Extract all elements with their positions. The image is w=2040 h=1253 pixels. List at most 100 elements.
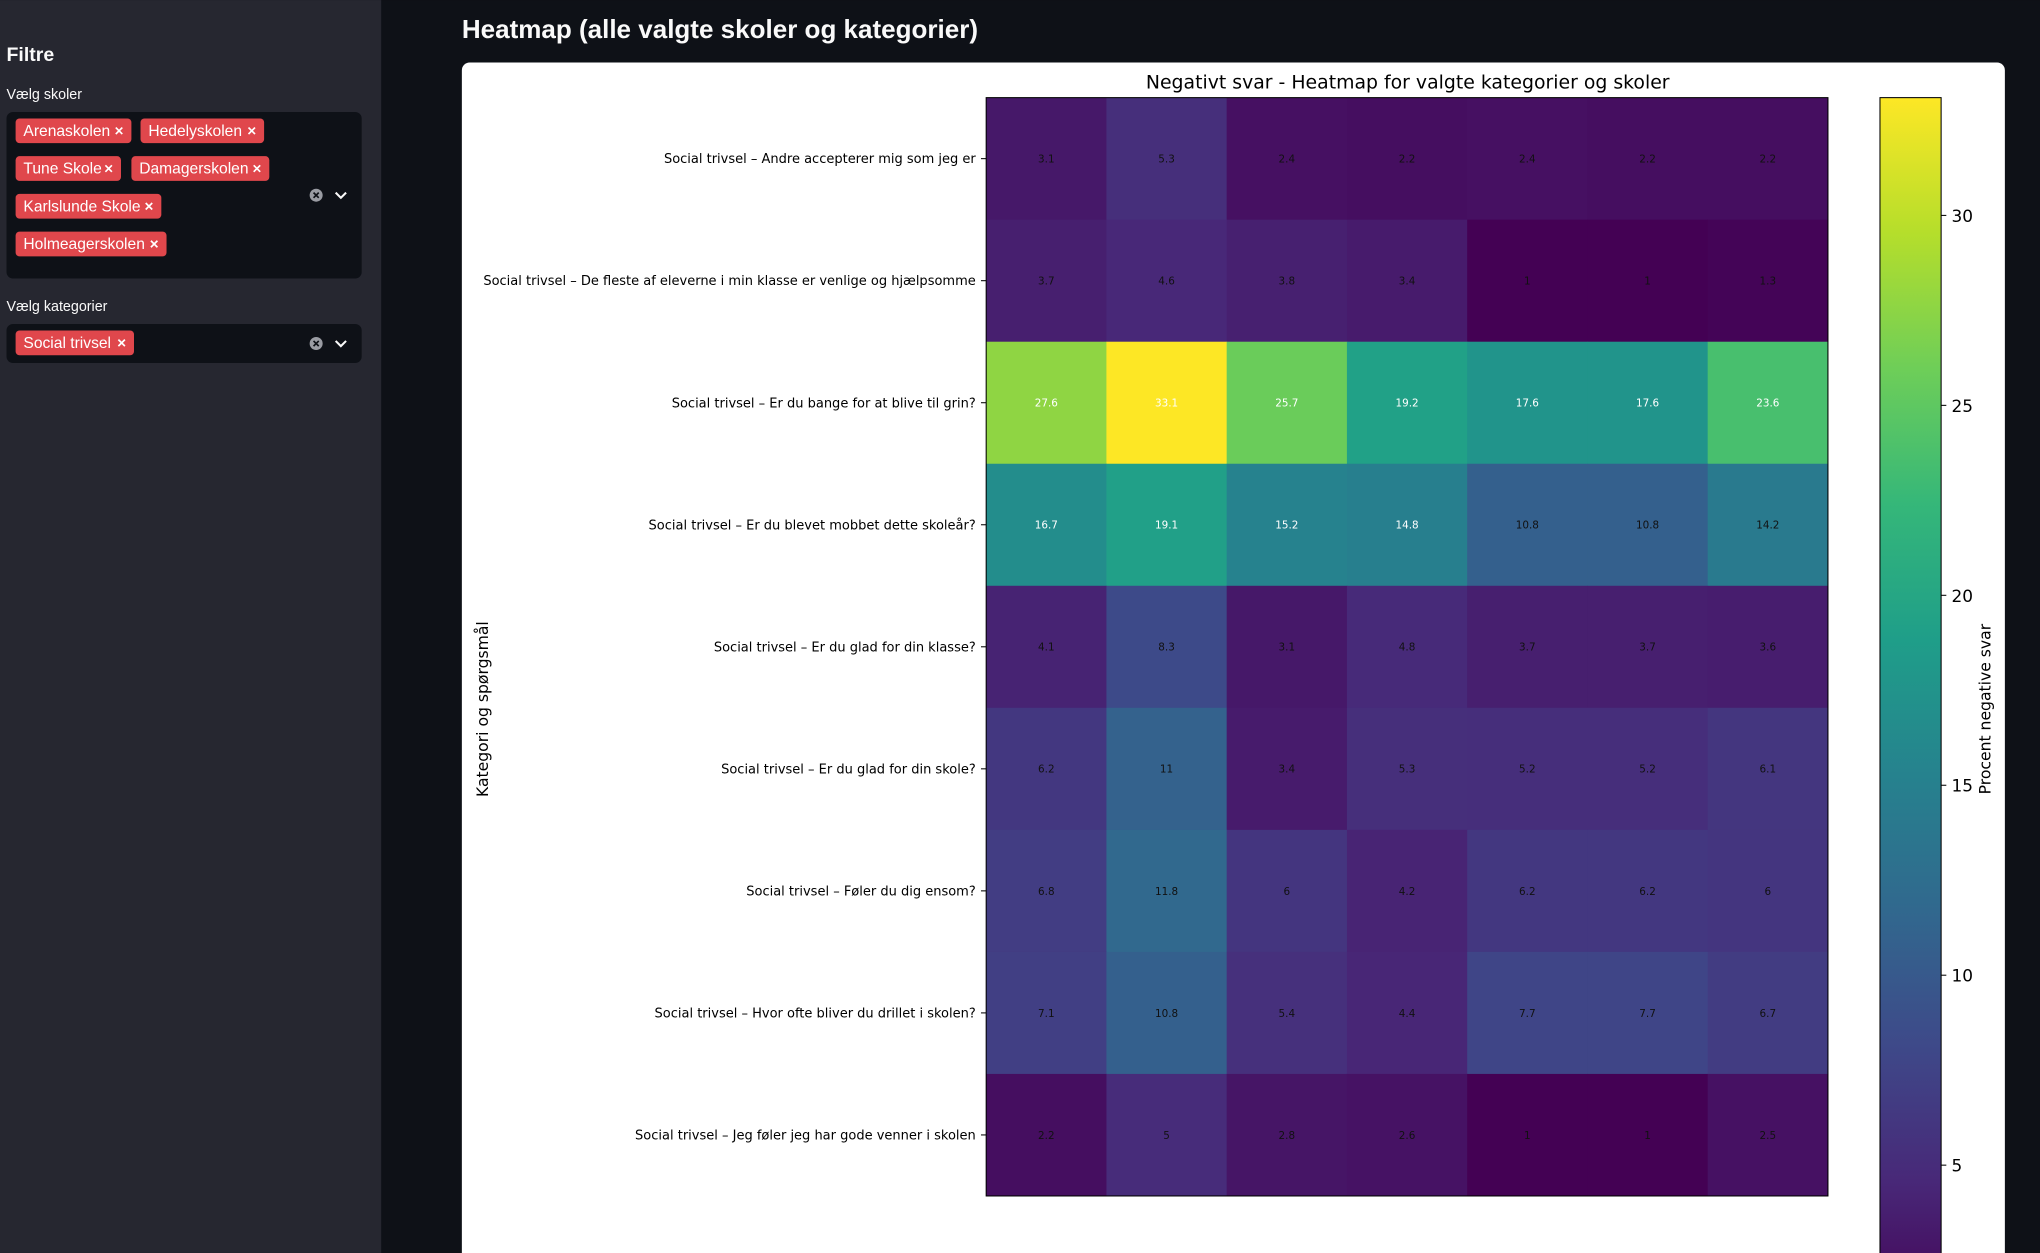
- cell-value: 2.8: [1279, 1130, 1296, 1142]
- colorbar-tick-label: 15: [1952, 776, 1974, 796]
- heatmap-frame: [985, 97, 1829, 1197]
- heatmap-cell: [1106, 463, 1228, 587]
- tag-remove[interactable]: [145, 202, 153, 211]
- chart-title: Negativt svar - Heatmap for valgte kateg…: [1146, 72, 1670, 94]
- cell-value: 14.2: [1756, 520, 1779, 532]
- heatmap-cell: [1587, 951, 1709, 1075]
- cell-value: 2.2: [1399, 154, 1416, 166]
- heatmap-cell: [986, 951, 1107, 1075]
- cell-value: 1: [1644, 1130, 1651, 1142]
- heatmap-cell: [1707, 97, 1829, 221]
- heatmap-cell: [1106, 585, 1228, 709]
- colorbar: [1879, 97, 1942, 1253]
- heatmap-cell: [1587, 707, 1709, 831]
- heatmap-cell: [1346, 341, 1468, 465]
- heatmap-cell: [1106, 219, 1228, 343]
- tag[interactable]: [15, 118, 132, 144]
- heatmap-cell: [1346, 1073, 1468, 1197]
- cell-value: 4.2: [1399, 886, 1416, 898]
- cell-value: 4.4: [1399, 1008, 1416, 1020]
- heatmap-cell: [1707, 341, 1829, 465]
- heatmap-cell: [986, 707, 1107, 831]
- heatmap-cell: [1467, 707, 1588, 831]
- cell-value: 6.2: [1639, 886, 1656, 898]
- tag[interactable]: [15, 156, 121, 181]
- heatmap-cell: [1587, 829, 1709, 953]
- heatmap-cell: [1707, 219, 1829, 343]
- heatmap-cell: [1346, 585, 1468, 709]
- y-tick-label: Social trivsel – Er du bange for at bliv…: [672, 396, 976, 411]
- cell-value: 1: [1524, 276, 1531, 288]
- heatmap-cell: [1467, 951, 1588, 1075]
- cell-value: 6: [1283, 886, 1290, 898]
- heatmap-cell: [1467, 463, 1588, 587]
- cell-value: 4.6: [1158, 276, 1175, 288]
- cell-value: 7.7: [1639, 1008, 1656, 1020]
- heatmap-cell: [1707, 463, 1829, 587]
- tag[interactable]: [140, 118, 265, 144]
- categories-label: Vælg kategorier: [7, 299, 108, 315]
- heatmap-cell: [1707, 585, 1829, 709]
- y-tick-label: Social trivsel – Er du glad for din klas…: [714, 640, 976, 655]
- cell-value: 4.8: [1399, 642, 1416, 654]
- tag-label: Holmeagerskolen: [23, 236, 144, 253]
- cell-value: 19.1: [1155, 520, 1178, 532]
- heatmap-cell: [1467, 219, 1588, 343]
- tag-remove[interactable]: [150, 240, 159, 248]
- tag-remove[interactable]: [104, 164, 113, 173]
- heatmap-cell: [1587, 585, 1709, 709]
- cell-value: 7.1: [1038, 1008, 1055, 1020]
- cell-value: 25.7: [1275, 398, 1298, 410]
- cell-value: 6.8: [1038, 886, 1055, 898]
- tag[interactable]: [15, 330, 135, 356]
- cell-value: 8.3: [1158, 642, 1175, 654]
- cell-value: 14.8: [1395, 520, 1418, 532]
- heatmap-cell: [1707, 829, 1829, 953]
- y-axis-label: Kategori og spørgsmål: [474, 621, 492, 797]
- colorbar-label: Procent negative svar: [1977, 623, 1995, 794]
- cell-value: 19.2: [1395, 398, 1418, 410]
- clear-icon[interactable]: [309, 337, 323, 351]
- heatmap-cell: [1226, 341, 1348, 465]
- tag-remove[interactable]: [247, 126, 256, 135]
- tag[interactable]: [15, 231, 167, 257]
- cell-value: 11.8: [1155, 886, 1178, 898]
- cell-value: 10.8: [1155, 1008, 1178, 1020]
- heatmap-cell: [1587, 463, 1709, 587]
- cell-value: 17.6: [1516, 398, 1539, 410]
- colorbar-tick-label: 25: [1952, 396, 1974, 416]
- tag[interactable]: [15, 193, 162, 219]
- cell-value: 3.1: [1038, 154, 1055, 166]
- y-tick-label: Social trivsel – Er du glad for din skol…: [721, 762, 976, 777]
- heatmap-cell: [1346, 463, 1468, 587]
- cell-value: 3.1: [1279, 642, 1296, 654]
- heatmap-cell: [1346, 97, 1468, 221]
- tag[interactable]: [131, 156, 270, 181]
- heatmap-cell: [1587, 219, 1709, 343]
- dropdown-chevron[interactable]: [334, 340, 347, 348]
- heatmap-cell: [1226, 707, 1348, 831]
- tag-remove[interactable]: [253, 164, 261, 173]
- dropdown-chevron[interactable]: [334, 191, 347, 200]
- tag-label: Arenaskolen: [23, 123, 110, 140]
- colorbar-tick-label: 20: [1952, 586, 1974, 606]
- cell-value: 2.2: [1038, 1130, 1055, 1142]
- y-tick-label: Social trivsel – Er du blevet mobbet det…: [649, 518, 976, 533]
- heatmap-cell: [1346, 707, 1468, 831]
- tag-label: Tune Skole: [23, 161, 101, 178]
- cell-value: 27.6: [1035, 398, 1058, 410]
- heatmap-cell: [1226, 585, 1348, 709]
- heatmap-cell: [1226, 97, 1348, 221]
- heatmap-cell: [1226, 1073, 1348, 1197]
- colorbar-tick-label: 10: [1952, 966, 1974, 986]
- clear-icon[interactable]: [309, 188, 323, 202]
- cell-value: 1.3: [1760, 276, 1777, 288]
- heatmap-cell: [1587, 97, 1709, 221]
- heatmap-cell: [986, 585, 1107, 709]
- heatmap-cell: [1106, 1073, 1228, 1197]
- heatmap-cell: [1467, 585, 1588, 709]
- tag-remove[interactable]: [115, 126, 123, 135]
- cell-value: 15.2: [1275, 520, 1298, 532]
- tag-remove[interactable]: [117, 339, 126, 347]
